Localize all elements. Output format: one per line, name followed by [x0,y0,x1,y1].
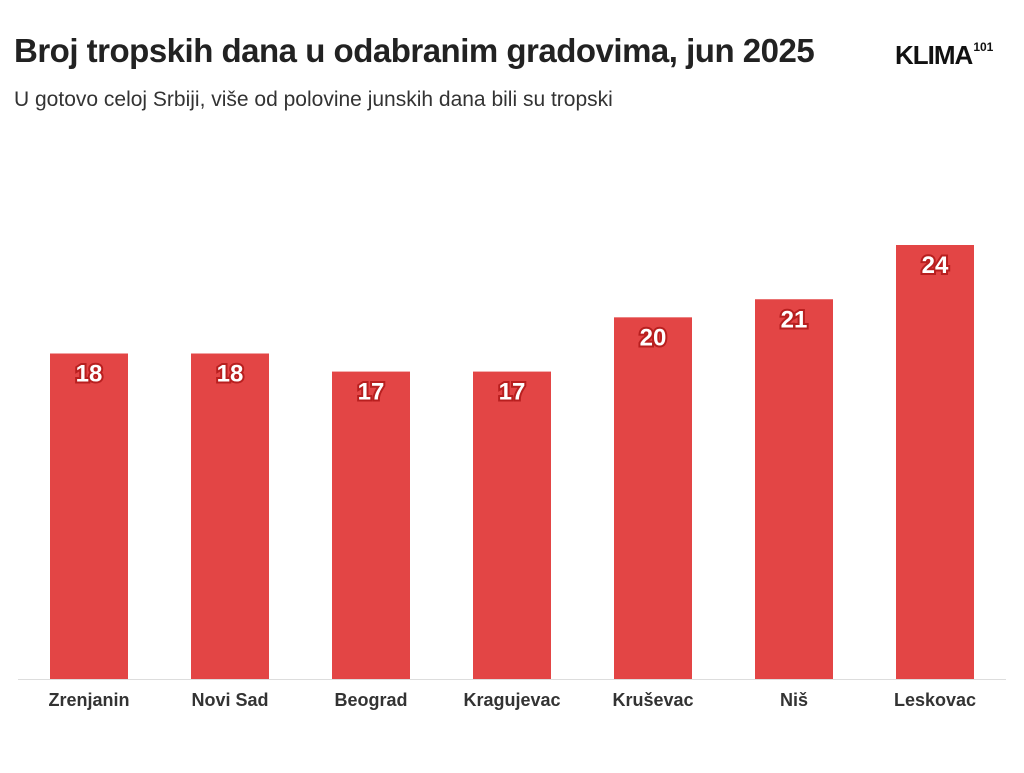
category-label: Zrenjanin [48,690,129,710]
category-label: Leskovac [894,690,976,710]
value-label: 18 [76,361,103,388]
logo-text: KLIMA [895,40,973,70]
value-label: 20 [640,324,667,351]
category-label: Kragujevac [463,690,560,710]
bar-beograd [332,371,410,679]
value-label: 17 [358,379,385,406]
klima101-logo: KLIMA 101 [895,40,993,71]
category-label: Kruševac [612,690,693,710]
bar-ni- [755,299,833,679]
value-label: 21 [781,306,808,333]
category-labels-group: Zrenjanin Novi Sad Beograd Kragujevac Krušev… [48,690,976,710]
logo-superscript: 101 [973,40,994,54]
category-label: Beograd [334,690,407,710]
bars-group [50,245,974,679]
bar-novi-sad [191,353,269,679]
value-label: 24 [922,252,949,279]
category-label: Niš [780,690,808,710]
category-label: Novi Sad [191,690,268,710]
bar-zrenjanin [50,353,128,679]
bar-kragujevac [473,371,551,679]
bar-leskovac [896,245,974,679]
chart-subtitle: U gotovo celoj Srbiji, više od polovine … [14,88,613,111]
value-label: 18 [217,361,244,388]
value-labels-group: 18 18 17 17 20 21 24 [74,250,951,408]
chart-title: Broj tropskih dana u odabranim gradovima… [14,32,815,69]
value-label: 17 [499,379,526,406]
bar-kru-evac [614,317,692,679]
